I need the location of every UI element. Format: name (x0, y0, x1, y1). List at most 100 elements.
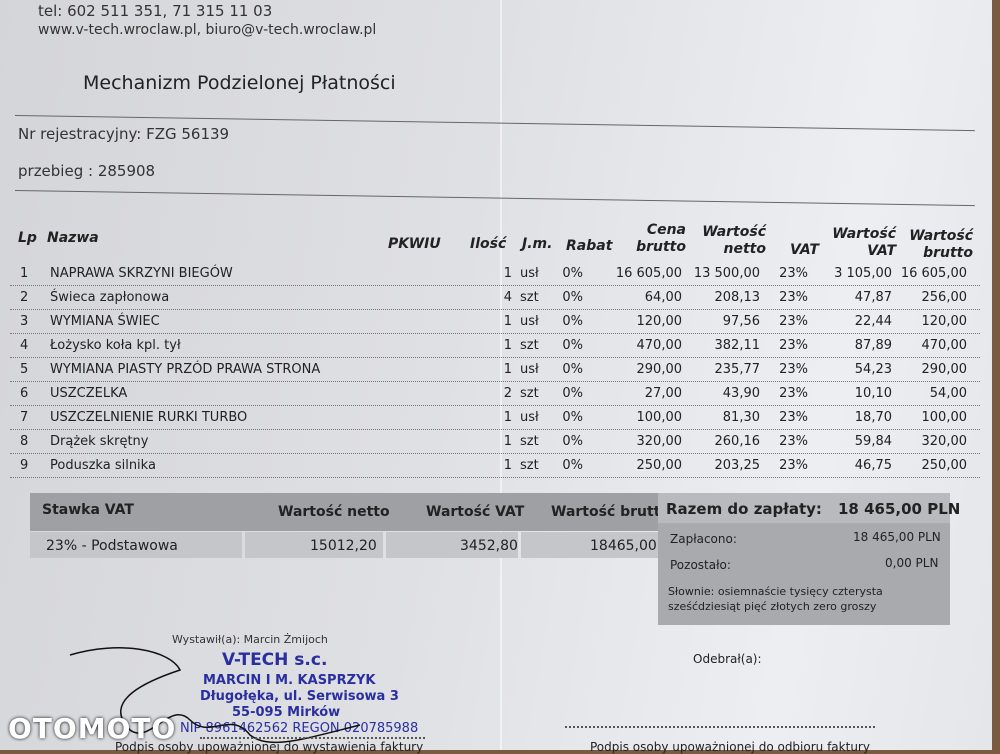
vat-gross-header: Wartość brutto (551, 504, 671, 520)
total-label: Razem do zapłaty: (666, 500, 822, 518)
cell-unit: szt (520, 290, 539, 305)
cell-vat-value: 46,75 (854, 458, 892, 473)
table-row: 5 WYMIANA PIASTY PRZÓD PRAWA STRONA 1 usł 0%… (0, 358, 980, 382)
cell-price: 27,00 (644, 386, 682, 401)
cell-unit: szt (520, 338, 539, 353)
stamp-line-4: 55-095 Mirków (232, 705, 341, 720)
cell-discount: 0% (562, 434, 583, 449)
table-row: 1 NAPRAWA SKRZYNI BIEGÓW 1 usł 0% 16 605,00 13… (0, 262, 980, 286)
row-divider (10, 381, 980, 382)
cell-lp: 1 (20, 266, 29, 281)
cell-qty: 1 (503, 362, 512, 377)
cell-vat: 23% (779, 314, 808, 329)
cell-name: USZCZELKA (50, 386, 128, 401)
table-row: 3 WYMIANA ŚWIEC 1 usł 0% 120,00 97,56 23% 22,44 1… (0, 310, 980, 334)
paid-label: Zapłacono: (670, 532, 737, 546)
vat-net-header: Wartość netto (278, 504, 390, 520)
cell-vat-value: 59,84 (854, 434, 892, 449)
table-row: 2 Świeca zapłonowa 4 szt 0% 64,00 208,13 23% 47,… (0, 286, 980, 310)
cell-vat: 23% (779, 386, 808, 401)
cell-name: Łożysko koła kpl. tył (50, 338, 181, 353)
cell-lp: 5 (20, 362, 29, 377)
cell-vat: 23% (779, 338, 808, 353)
cell-discount: 0% (562, 338, 583, 353)
table-row: 8 Drążek skrętny 1 szt 0% 320,00 260,16 23% 59,8… (0, 430, 980, 454)
cell-discount: 0% (562, 266, 583, 281)
cell-qty: 1 (503, 458, 512, 473)
cell-qty: 4 (503, 290, 512, 305)
row-divider (10, 453, 980, 454)
cell-price: 250,00 (636, 458, 683, 473)
receiver-caption: Podpis osoby upoważnionej do odbioru fak… (590, 740, 870, 754)
issuer-signature-line (200, 737, 425, 739)
cell-name: NAPRAWA SKRZYNI BIEGÓW (50, 266, 233, 281)
cell-qty: 1 (503, 434, 512, 449)
cell-unit: szt (520, 386, 539, 401)
cell-lp: 3 (20, 314, 29, 329)
col-pkwiu: PKWIU (388, 236, 441, 252)
cell-net: 43,90 (722, 386, 760, 401)
cell-name: USZCZELNIENIE RURKI TURBO (50, 410, 248, 425)
receiver-signature-line (565, 726, 875, 728)
mileage: przebieg : 285908 (18, 162, 156, 180)
row-divider (10, 333, 980, 334)
company-web: www.v-tech.wroclaw.pl, biuro@v-tech.wroc… (38, 22, 377, 38)
paper-fold (500, 0, 502, 750)
cell-qty: 1 (503, 410, 512, 425)
vat-gross: 18465,00 (590, 538, 657, 554)
cell-unit: szt (520, 458, 539, 473)
cell-gross: 470,00 (921, 338, 968, 353)
cell-gross: 120,00 (921, 314, 968, 329)
cell-unit: szt (520, 434, 539, 449)
cell-qty: 1 (503, 314, 512, 329)
cell-name: Drążek skrętny (50, 434, 149, 449)
col-price: Cena brutto (636, 222, 686, 255)
cell-unit: usł (520, 410, 539, 425)
vat-net: 15012,20 (310, 538, 377, 554)
cell-net: 203,25 (714, 458, 761, 473)
vat-summary-header (30, 493, 662, 531)
cell-name: WYMIANA PIASTY PRZÓD PRAWA STRONA (50, 362, 321, 377)
company-phone: tel: 602 511 351, 71 315 11 03 (38, 2, 273, 20)
receiver-label: Odebrał(a): (693, 652, 762, 666)
col-name: Nazwa (47, 230, 99, 246)
cell-net: 235,77 (714, 362, 761, 377)
cell-gross: 320,00 (921, 434, 968, 449)
col-qty: Ilość (470, 236, 507, 252)
row-divider (10, 429, 980, 430)
col-vat-value: Wartość VAT (832, 226, 896, 259)
issuer-label: Wystawił(a): Marcin Żmijoch (172, 633, 328, 646)
vat-rate: 23% - Podstawowa (46, 538, 178, 554)
cell-gross: 290,00 (921, 362, 968, 377)
cell-vat-value: 18,70 (854, 410, 892, 425)
cell-net: 382,11 (714, 338, 761, 353)
col-net: Wartość netto (702, 224, 766, 257)
cell-discount: 0% (562, 314, 583, 329)
cell-name: WYMIANA ŚWIEC (50, 314, 160, 329)
row-divider (10, 309, 980, 310)
cell-discount: 0% (562, 386, 583, 401)
cell-vat: 23% (779, 290, 808, 305)
row-divider (10, 357, 980, 358)
col-discount: Rabat (566, 238, 613, 254)
cell-discount: 0% (562, 410, 583, 425)
cell-lp: 7 (20, 410, 29, 425)
cell-net: 260,16 (714, 434, 761, 449)
vat-vat: 3452,80 (460, 538, 518, 554)
table-row: 7 USZCZELNIENIE RURKI TURBO 1 usł 0% 100,00 81… (0, 406, 980, 430)
cell-name: Świeca zapłonowa (50, 290, 170, 305)
remaining-label: Pozostało: (670, 558, 731, 572)
stamp-line-1: V-TECH s.c. (222, 650, 328, 670)
col-lp: Lp (18, 230, 37, 246)
cell-net: 81,30 (722, 410, 760, 425)
cell-discount: 0% (562, 458, 583, 473)
cell-vat-value: 3 105,00 (834, 266, 892, 281)
col-unit: J.m. (522, 236, 553, 252)
cell-gross: 100,00 (921, 410, 968, 425)
cell-vat-value: 47,87 (854, 290, 892, 305)
cell-price: 64,00 (644, 290, 682, 305)
remaining-amount: 0,00 PLN (885, 556, 939, 570)
cell-price: 100,00 (636, 410, 683, 425)
cell-price: 120,00 (636, 314, 683, 329)
